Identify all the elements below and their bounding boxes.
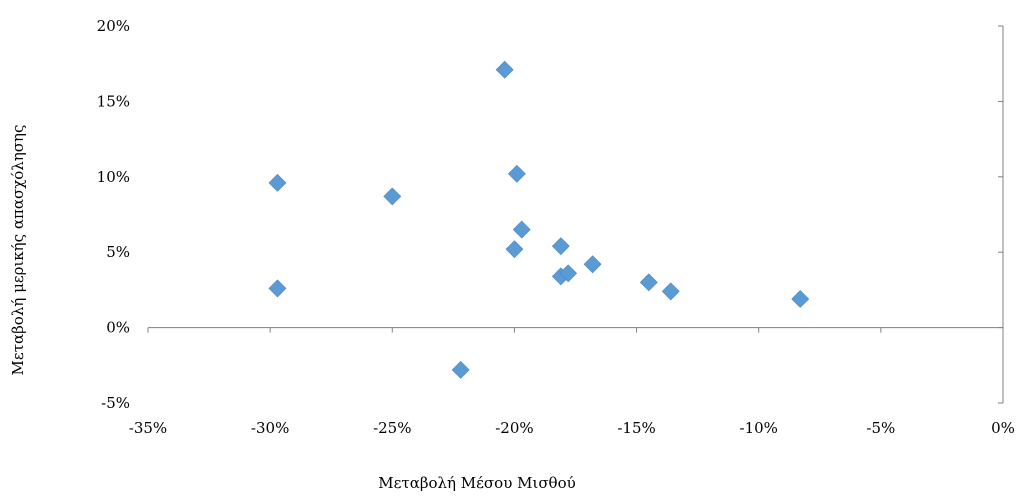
data-points: [268, 60, 810, 379]
data-point: [451, 360, 470, 379]
y-tick-label: 15%: [97, 92, 130, 110]
data-point: [661, 282, 680, 301]
x-tick-label: -30%: [251, 419, 289, 437]
data-point: [507, 164, 526, 183]
x-tick-label: 0%: [991, 419, 1015, 437]
y-tick-label: 10%: [97, 168, 130, 186]
data-point: [495, 60, 514, 79]
data-point: [583, 255, 602, 274]
x-tick-labels: -35% -30% -25% -20% -15% -10% -5% 0%: [129, 419, 1015, 437]
y-axis-title: Μεταβολή μερικής απασχόλησης: [9, 125, 27, 376]
data-point: [268, 279, 287, 298]
data-point: [512, 220, 531, 239]
y-tick-label: 5%: [106, 243, 130, 261]
x-tick-label: -20%: [495, 419, 533, 437]
x-tick-label: -5%: [866, 419, 895, 437]
data-point: [551, 237, 570, 256]
y-tick-label: -5%: [101, 394, 130, 412]
x-tick-label: -25%: [373, 419, 411, 437]
y-tick-label: 20%: [97, 17, 130, 35]
data-point: [791, 290, 810, 308]
x-tick-label: -15%: [617, 419, 655, 437]
data-point: [639, 273, 658, 292]
data-point: [505, 240, 524, 259]
y-tick-labels: -5% 0% 5% 10% 15% 20%: [97, 17, 130, 412]
data-point: [559, 264, 578, 283]
x-tick-label: -10%: [740, 419, 778, 437]
tick-marks: [147, 25, 1004, 404]
data-point: [383, 187, 402, 206]
axes: [148, 26, 1004, 403]
data-point: [268, 173, 287, 192]
x-tick-label: -35%: [129, 419, 167, 437]
x-axis-title: Μεταβολή Μέσου Μισθού: [378, 474, 575, 492]
y-tick-label: 0%: [106, 319, 130, 337]
